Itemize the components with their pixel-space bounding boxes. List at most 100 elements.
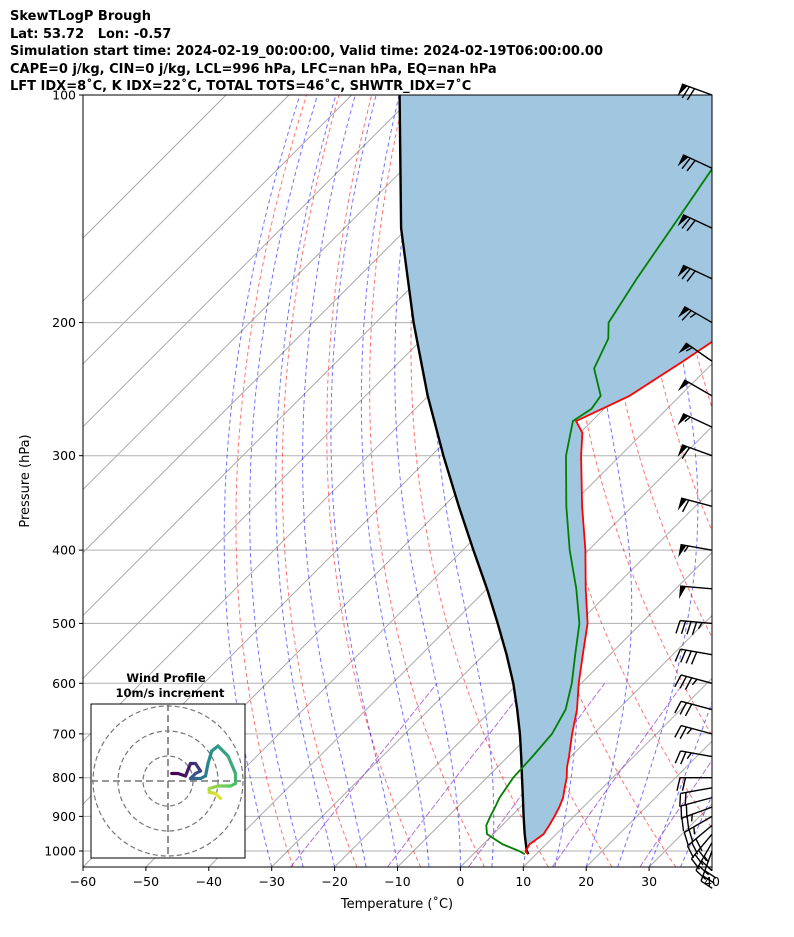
y-tick-label: 600 xyxy=(52,676,76,691)
wind-barb-pennant xyxy=(677,265,689,277)
wind-barb-pennant xyxy=(677,84,688,97)
wind-barb-flag xyxy=(674,700,682,714)
wind-barb-flag xyxy=(679,793,682,807)
wind-barb-flag xyxy=(683,545,689,553)
wind-barb xyxy=(677,379,713,397)
x-tick-label: 10 xyxy=(515,874,531,889)
wind-barb-flag xyxy=(681,268,691,280)
mixing-ratio-line xyxy=(551,683,684,867)
wind-barb-flag xyxy=(703,855,709,863)
wind-barb-flag xyxy=(697,622,703,630)
hodograph-trace-segment xyxy=(213,791,223,801)
moist-adiabat xyxy=(249,95,318,867)
wind-barb-flag xyxy=(697,849,708,862)
wind-barb-flag xyxy=(681,310,692,321)
wind-barb-pennant xyxy=(678,544,687,558)
header-station: SkewTLogP Brough xyxy=(10,9,151,24)
wind-barb xyxy=(674,674,713,690)
wind-barb xyxy=(677,154,713,172)
wind-barb-flag xyxy=(686,160,696,172)
wind-barb-shaft xyxy=(681,444,713,457)
header-location: Lat: 53.72 Lon: -0.57 xyxy=(10,26,172,42)
moist-adiabat xyxy=(648,700,712,867)
y-tick-label: 800 xyxy=(52,770,76,785)
isotherm-line xyxy=(83,95,478,491)
header-times: Simulation start time: 2024-02-19_00:00:… xyxy=(10,44,603,60)
wind-barb-flag xyxy=(701,860,712,871)
wind-barb-flag xyxy=(685,650,692,664)
isotherm-line xyxy=(83,95,353,365)
wind-barb-flag xyxy=(686,621,692,635)
wind-barb-flag xyxy=(686,752,692,760)
wind-barb xyxy=(675,619,713,635)
moist-adiabat xyxy=(223,95,301,867)
x-tick-label: 0 xyxy=(456,874,464,889)
wind-barb xyxy=(674,750,713,765)
wind-barb-flag xyxy=(693,826,696,835)
wind-barb-flag xyxy=(690,814,693,822)
wind-barb-flag xyxy=(700,880,713,889)
dry-adiabat xyxy=(730,95,794,867)
wind-barb-pennant xyxy=(679,586,687,599)
chart-header: SkewTLogP Brough Lat: 53.72 Lon: -0.57 Sim… xyxy=(10,8,603,96)
wind-barb-flag xyxy=(684,677,693,690)
x-tick-label: −30 xyxy=(259,874,285,889)
y-tick-label: 300 xyxy=(52,448,76,463)
wind-barb-pennant xyxy=(677,498,687,511)
wind-barb-pennant xyxy=(677,306,690,318)
wind-barb xyxy=(679,585,713,599)
y-tick-label: 100 xyxy=(52,88,76,103)
x-tick-label: 30 xyxy=(641,874,657,889)
wind-barb xyxy=(677,444,713,460)
x-tick-label: −20 xyxy=(321,874,347,889)
wind-barb-flag xyxy=(681,777,687,791)
wind-barb-flag xyxy=(691,621,698,635)
hodograph-title: Wind Profile xyxy=(126,671,206,685)
wind-barb-pennant xyxy=(678,342,691,354)
wind-barb xyxy=(679,787,713,807)
wind-barb-flag xyxy=(681,499,690,513)
parcel-profile-line xyxy=(398,95,530,855)
y-tick-label: 900 xyxy=(52,809,76,824)
wind-barb-flag xyxy=(686,816,690,830)
wind-barb-flag xyxy=(681,157,691,170)
y-tick-label: 1000 xyxy=(44,843,76,858)
wind-barb xyxy=(677,213,713,232)
wind-barb-flag xyxy=(680,620,687,635)
wind-barb-flag xyxy=(704,870,717,879)
wind-barb-flag xyxy=(680,649,687,663)
wind-barb-flag xyxy=(691,678,698,686)
y-tick-label: 200 xyxy=(52,315,76,330)
dry-adiabat xyxy=(631,95,712,532)
wind-barb-flag xyxy=(683,832,689,846)
mixing-ratio-line xyxy=(387,682,529,867)
wind-barb-flag xyxy=(681,447,691,460)
wind-barb xyxy=(678,342,713,362)
isotherm-line xyxy=(334,488,712,867)
wind-barb-shaft xyxy=(683,305,713,324)
hodograph-trace-segment xyxy=(183,761,193,778)
wind-barb-flag xyxy=(675,620,681,634)
wind-barb-flag xyxy=(686,219,696,232)
wind-barb-flag xyxy=(674,725,682,738)
wind-barb-pennant xyxy=(677,413,689,426)
wind-barb-shaft xyxy=(680,585,713,590)
wind-barb-flag xyxy=(695,869,707,880)
wind-barb-flag xyxy=(681,86,691,99)
moist-adiabat xyxy=(275,95,337,867)
wind-barb xyxy=(676,777,712,791)
isotherm-line xyxy=(83,95,290,302)
dry-adiabat xyxy=(369,95,485,867)
wind-barb xyxy=(674,700,713,717)
x-tick-label: −10 xyxy=(384,874,410,889)
wind-barb xyxy=(686,824,713,859)
isotherm-line xyxy=(208,363,712,867)
axes: −60 −50 −40 −30 −20 −10 0 10 20 30 40 1000 900 800 700… xyxy=(44,88,720,890)
hodograph-trace-segment xyxy=(226,754,238,776)
moist-adiabat xyxy=(617,95,699,867)
x-axis-label: Temperature (˚C) xyxy=(340,896,453,912)
wind-barb-flag xyxy=(676,777,681,791)
hodograph-trace-segment xyxy=(216,744,230,758)
dry-adiabat xyxy=(281,95,358,867)
wind-barb-flag xyxy=(679,702,688,715)
